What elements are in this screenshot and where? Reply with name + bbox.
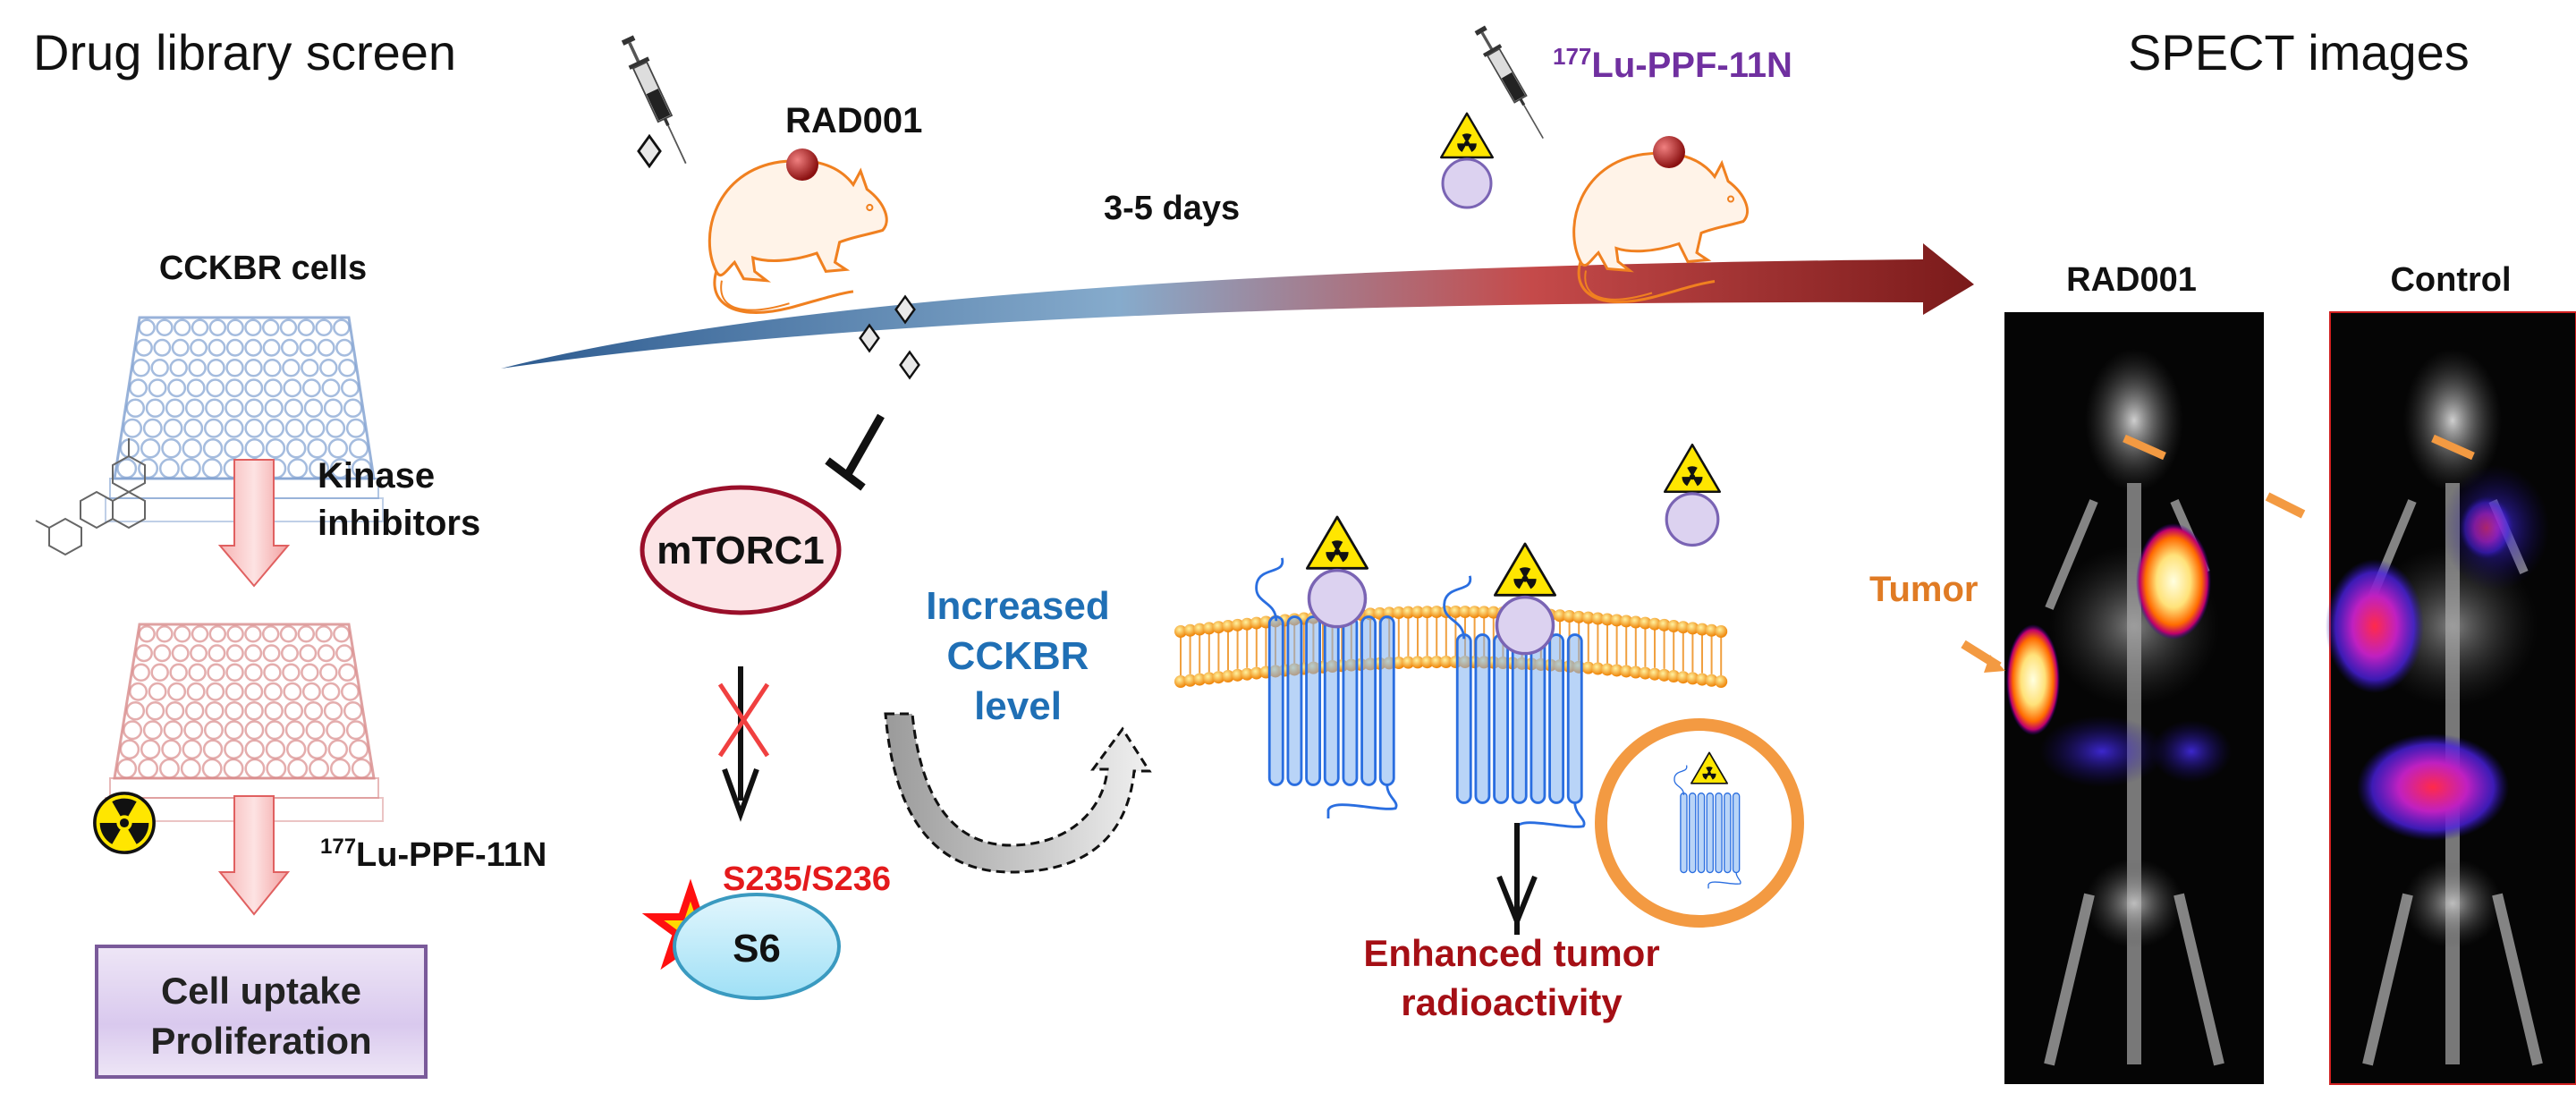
inhibition-line xyxy=(844,413,885,477)
readout-line1: Cell uptake xyxy=(161,970,361,1012)
upregulation-arrow xyxy=(884,712,1152,874)
tracer-name-2: Lu-PPF-11N xyxy=(1591,46,1792,85)
spect-image-control xyxy=(2326,311,2576,1085)
radiation-icon xyxy=(92,791,157,855)
increase-line1: Increased xyxy=(926,584,1109,628)
well-plate-pink xyxy=(105,623,384,822)
kinase-label-line1: Kinase xyxy=(318,456,435,496)
blocked-x-icon xyxy=(717,682,770,758)
tumor-label: Tumor xyxy=(1869,570,1978,609)
radioligand-icon xyxy=(1441,114,1493,208)
down-arrow-tracer xyxy=(217,795,291,916)
tracer-name: Lu-PPF-11N xyxy=(356,836,547,874)
drug-diamond-icon xyxy=(899,351,920,379)
panel-label-rad001: RAD001 xyxy=(2066,261,2197,299)
tumor-arrow-icon xyxy=(2431,434,2475,461)
isotope-superscript-2: 177 xyxy=(1553,43,1591,70)
free-radioligand-icon xyxy=(1665,445,1719,545)
signal-arrowhead xyxy=(722,767,759,822)
down-arrow-kinase xyxy=(217,459,291,588)
bound-radioligand-icon xyxy=(1495,544,1555,654)
radiation-icon xyxy=(1690,751,1728,784)
isotope-superscript: 177 xyxy=(320,835,356,859)
timeline-arrow xyxy=(501,243,1974,369)
cckbr-cells-label: CCKBR cells xyxy=(159,250,367,287)
outcome-arrowhead xyxy=(1496,875,1538,929)
tumor-ball-icon xyxy=(786,148,818,181)
tumor-arrowhead xyxy=(1984,655,2005,673)
readout-box xyxy=(95,945,428,1079)
tracer-label-screen: 177Lu-PPF-11N xyxy=(320,835,547,874)
interval-label: 3-5 days xyxy=(1104,190,1240,227)
tracer-label-invivo: 177Lu-PPF-11N xyxy=(1553,43,1792,85)
drug-diamond-icon xyxy=(637,134,662,168)
s6-node xyxy=(673,893,841,1000)
syringe-icon-tracer xyxy=(1470,22,1553,144)
inhibition-bar xyxy=(825,457,866,491)
bound-radioligand-icon xyxy=(1307,517,1367,627)
readout-line2: Proliferation xyxy=(150,1020,371,1062)
phospho-site-label: S235/S236 xyxy=(723,860,891,898)
mtorc1-node xyxy=(640,485,842,615)
tumor-ball-icon-2 xyxy=(1653,136,1685,168)
well-plate-blue xyxy=(105,316,384,522)
spect-images-title: SPECT images xyxy=(2128,24,2470,81)
increase-line3: level xyxy=(974,684,1062,728)
mouse-icon-treated xyxy=(708,159,888,314)
mtorc1-label: mTORC1 xyxy=(657,529,824,572)
panel-label-control: Control xyxy=(2390,261,2511,299)
drug-library-screen-title: Drug library screen xyxy=(33,24,456,81)
outcome-line2: radioactivity xyxy=(1401,981,1623,1023)
internalized-receptor-circle xyxy=(1595,718,1804,928)
tumor-arrow-icon xyxy=(2265,492,2306,519)
increase-line2: CCKBR xyxy=(947,634,1089,678)
rad001-drug-label: RAD001 xyxy=(785,101,922,140)
s6-label: S6 xyxy=(733,927,781,971)
chemical-structure-icon xyxy=(35,438,146,556)
spect-image-rad001 xyxy=(2004,312,2264,1084)
outcome-line1: Enhanced tumor xyxy=(1363,932,1659,974)
kinase-label-line2: inhibitors xyxy=(318,504,480,543)
tumor-arrow-icon xyxy=(2123,434,2166,461)
